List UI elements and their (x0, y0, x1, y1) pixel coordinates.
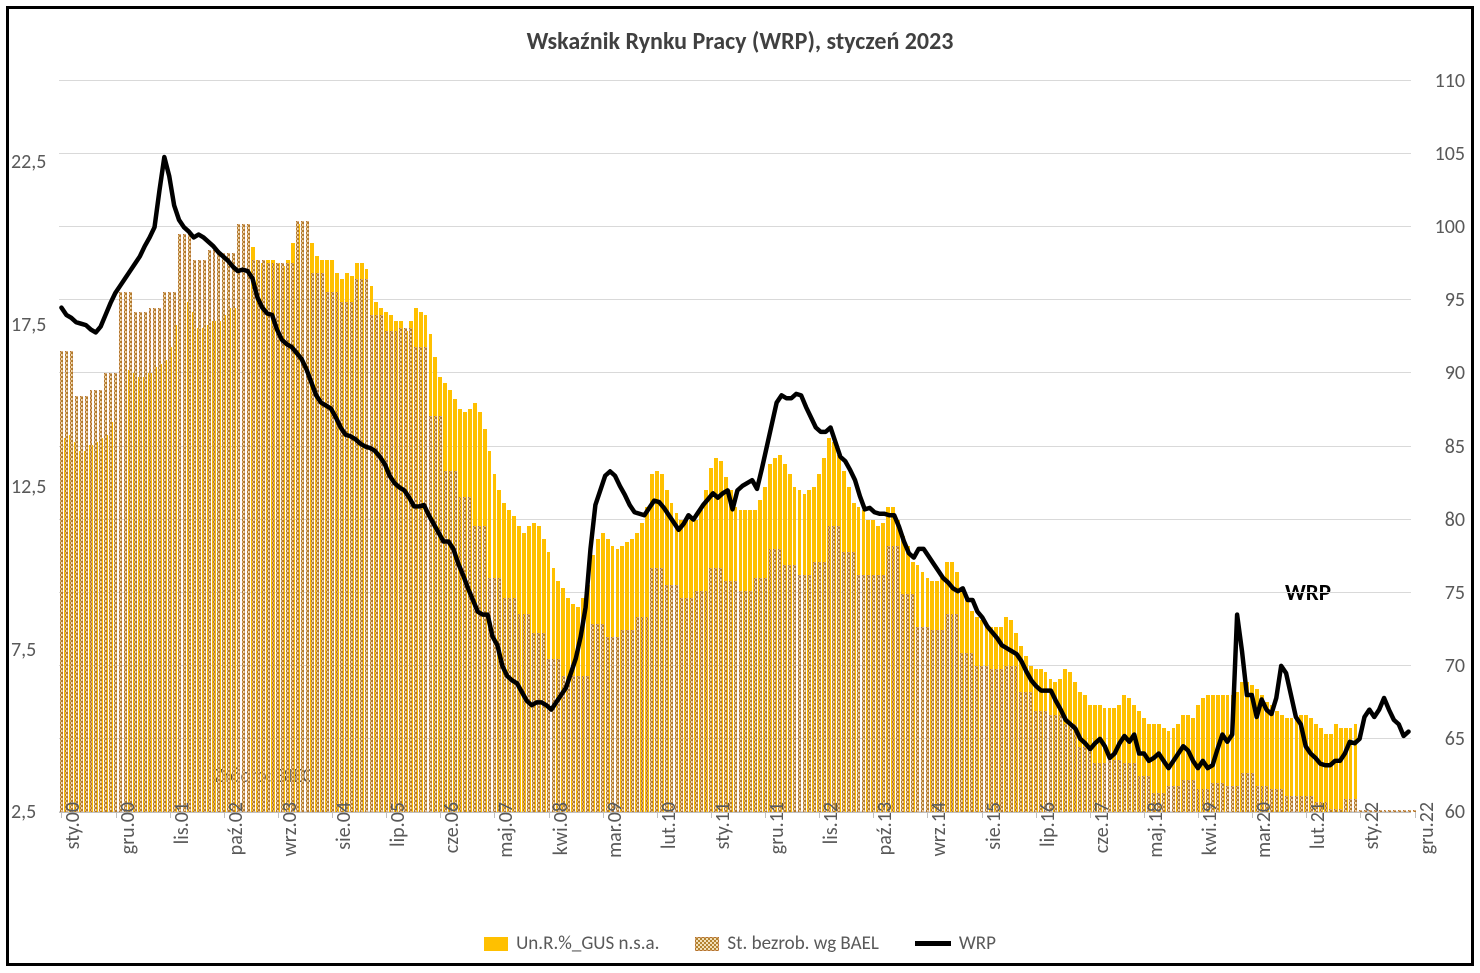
y-right-tick-label: 100 (1417, 215, 1465, 239)
legend: Un.R.%_GUS n.s.a. St. bezrob. wg BAEL WRP (9, 932, 1471, 955)
x-tick (765, 812, 766, 818)
y-right-tick-label: 110 (1417, 69, 1465, 93)
y-right-tick-label: 75 (1417, 581, 1465, 605)
x-tick-label: paź.13 (873, 802, 897, 855)
x-tick (1415, 812, 1416, 818)
x-tick-label: lip.16 (1036, 802, 1060, 847)
x-tick (1252, 812, 1253, 818)
x-tick (332, 812, 333, 818)
wrp-polyline (61, 157, 1408, 768)
x-tick-label: cze.17 (1090, 802, 1114, 853)
x-tick (61, 812, 62, 818)
x-tick (440, 812, 441, 818)
x-tick-label: lip.05 (386, 802, 410, 847)
x-tick (386, 812, 387, 818)
x-tick (1036, 812, 1037, 818)
x-tick-label: maj.07 (494, 802, 518, 858)
legend-item: WRP (915, 932, 996, 955)
bar-pair (1413, 81, 1417, 812)
y-right-tick-label: 80 (1417, 508, 1465, 532)
x-tick-label: lut.10 (657, 802, 681, 849)
legend-item: St. bezrob. wg BAEL (695, 932, 878, 955)
x-tick (1090, 812, 1091, 818)
x-tick-label: sty.00 (61, 802, 85, 849)
y-right-tick-label: 85 (1417, 435, 1465, 459)
x-tick-label: sty.22 (1360, 802, 1384, 849)
y-right-tick-label: 65 (1417, 727, 1465, 751)
y-left-tick-label: 12,5 (11, 475, 55, 499)
plot-area: WRP Żródło: BIEC 60657075808590951001051… (59, 81, 1411, 813)
legend-item: Un.R.%_GUS n.s.a. (484, 932, 659, 955)
x-tick-label: gru.11 (765, 802, 789, 854)
x-tick (657, 812, 658, 818)
x-tick (170, 812, 171, 818)
x-tick-label: lis.01 (170, 802, 194, 844)
x-tick-label: lut.21 (1306, 802, 1330, 849)
legend-label: St. bezrob. wg BAEL (727, 932, 878, 955)
x-tick-label: cze.06 (440, 802, 464, 853)
y-right-tick-label: 95 (1417, 288, 1465, 312)
x-tick-label: wrz.03 (278, 802, 302, 857)
x-tick-label: wrz.14 (927, 802, 951, 857)
y-left-tick-label: 2,5 (11, 800, 55, 824)
legend-swatch (915, 941, 951, 946)
x-tick-label: lis.12 (819, 802, 843, 844)
wrp-line-svg (59, 81, 1411, 812)
x-tick (549, 812, 550, 818)
y-left-tick-label: 7,5 (11, 638, 55, 662)
x-tick-label: kwi.08 (549, 802, 573, 855)
x-tick-label: gru.00 (116, 802, 140, 854)
x-tick-label: paź.02 (224, 802, 248, 855)
y-right-tick-label: 70 (1417, 654, 1465, 678)
x-tick (603, 812, 604, 818)
x-tick (494, 812, 495, 818)
chart-frame: Wskaźnik Rynku Pracy (WRP), styczeń 2023… (6, 6, 1474, 966)
y-right-tick-label: 90 (1417, 361, 1465, 385)
x-tick (711, 812, 712, 818)
x-tick-label: mar.20 (1252, 802, 1276, 858)
legend-label: WRP (959, 932, 996, 955)
x-tick (278, 812, 279, 818)
x-tick-label: kwi.19 (1198, 802, 1222, 855)
x-tick-label: mar.09 (603, 802, 627, 858)
chart-title: Wskaźnik Rynku Pracy (WRP), styczeń 2023 (9, 27, 1471, 56)
x-tick (224, 812, 225, 818)
x-tick (116, 812, 117, 818)
x-tick-label: sie.04 (332, 802, 356, 850)
x-tick-label: gru.22 (1415, 802, 1439, 854)
legend-label: Un.R.%_GUS n.s.a. (516, 932, 659, 955)
x-tick-label: maj.18 (1144, 802, 1168, 858)
x-tick (1360, 812, 1361, 818)
x-tick-label: sie.15 (982, 802, 1006, 850)
legend-swatch (484, 937, 508, 951)
x-tick (873, 812, 874, 818)
x-tick (927, 812, 928, 818)
x-tick (982, 812, 983, 818)
x-tick (1144, 812, 1145, 818)
x-tick (819, 812, 820, 818)
x-tick-label: sty.11 (711, 802, 735, 849)
legend-swatch (695, 937, 719, 951)
x-tick (1306, 812, 1307, 818)
y-left-tick-label: 17,5 (11, 313, 55, 337)
x-tick (1198, 812, 1199, 818)
y-right-tick-label: 105 (1417, 142, 1465, 166)
y-left-tick-label: 22,5 (11, 150, 55, 174)
